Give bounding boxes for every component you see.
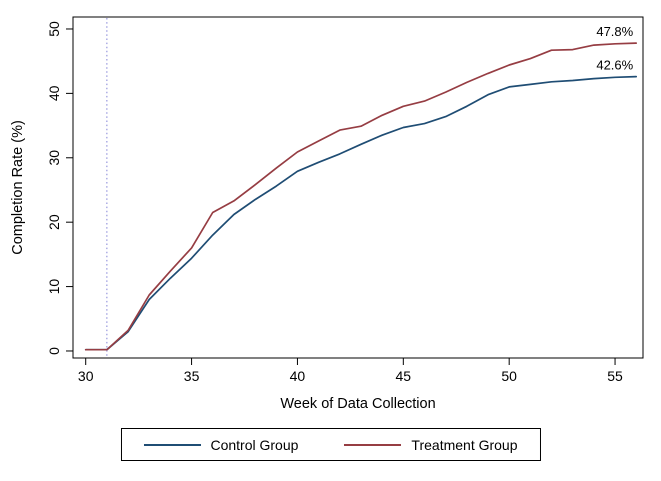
control-legend-label: Control Group — [210, 436, 299, 453]
x-tick-label: 50 — [501, 368, 517, 384]
y-tick-label: 30 — [46, 150, 62, 166]
x-tick-label: 45 — [396, 368, 412, 384]
treatment-end-label: 47.8% — [596, 24, 633, 39]
y-tick-label: 50 — [46, 21, 62, 37]
legend-item-treatment: Treatment Group — [344, 436, 518, 453]
x-tick-label: 35 — [184, 368, 200, 384]
y-axis-ticks: 0 10 20 30 40 50 — [46, 21, 73, 355]
y-tick-label: 0 — [46, 347, 62, 355]
y-tick-label: 40 — [46, 85, 62, 101]
y-axis-title: Completion Rate (%) — [10, 120, 26, 255]
legend-box: Control Group Treatment Group — [120, 428, 541, 461]
x-tick-label: 55 — [607, 368, 623, 384]
treatment-line — [84, 42, 638, 351]
series-end-labels: 42.6% 47.8% — [596, 24, 633, 72]
x-axis-title: Week of Data Collection — [280, 396, 435, 412]
control-end-label: 42.6% — [596, 58, 633, 73]
control-line-swatch — [143, 443, 201, 446]
plot-lines — [84, 42, 638, 351]
control-line — [84, 75, 638, 351]
treatment-line-swatch — [344, 443, 402, 446]
treatment-legend-label: Treatment Group — [411, 436, 518, 453]
x-tick-label: 30 — [78, 368, 94, 384]
plot-border — [72, 16, 644, 359]
y-tick-label: 10 — [46, 279, 62, 295]
x-axis-ticks: 30 35 40 45 50 55 — [78, 358, 623, 384]
y-tick-label: 20 — [46, 214, 62, 230]
legend-item-control: Control Group — [143, 437, 298, 453]
x-tick-label: 40 — [290, 368, 306, 384]
